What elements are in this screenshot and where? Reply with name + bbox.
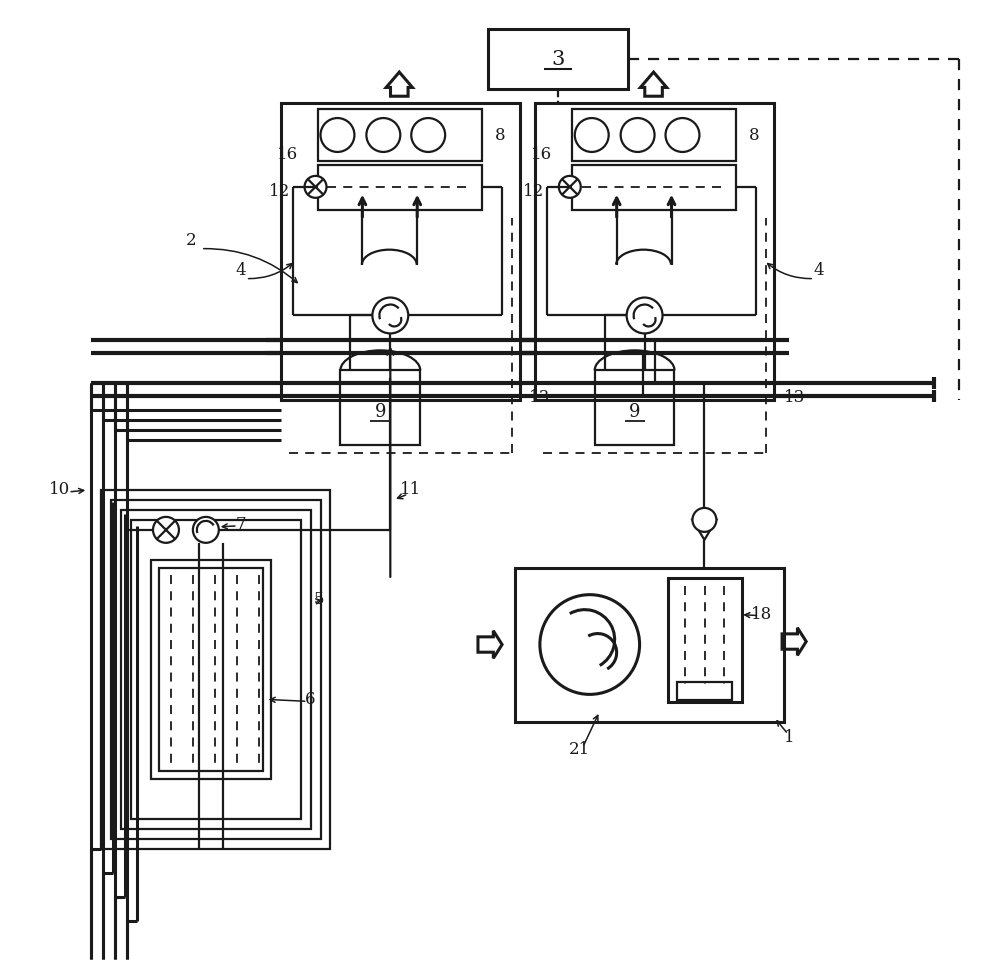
Bar bbox=[121, 510, 311, 829]
Text: 4: 4 bbox=[235, 262, 246, 280]
Bar bbox=[159, 568, 263, 771]
Ellipse shape bbox=[366, 118, 400, 152]
Bar bbox=[595, 370, 674, 445]
Text: 13: 13 bbox=[529, 388, 551, 406]
Bar bbox=[151, 560, 271, 779]
Text: 16: 16 bbox=[277, 147, 298, 164]
Bar bbox=[668, 577, 742, 703]
Circle shape bbox=[627, 298, 663, 334]
Bar bbox=[318, 165, 482, 210]
Text: 11: 11 bbox=[400, 481, 421, 498]
Text: 4: 4 bbox=[814, 262, 824, 280]
Ellipse shape bbox=[621, 118, 655, 152]
Bar bbox=[101, 490, 330, 849]
Bar bbox=[515, 568, 784, 722]
Bar bbox=[281, 103, 520, 400]
Text: 5: 5 bbox=[313, 591, 324, 608]
Text: 1: 1 bbox=[784, 729, 794, 746]
Text: 7: 7 bbox=[235, 517, 246, 533]
Text: 13: 13 bbox=[784, 388, 805, 406]
Text: 9: 9 bbox=[629, 403, 640, 421]
Text: 16: 16 bbox=[531, 147, 552, 164]
Ellipse shape bbox=[575, 118, 609, 152]
Text: 2: 2 bbox=[186, 232, 196, 250]
Bar bbox=[131, 520, 301, 819]
Text: 9: 9 bbox=[375, 403, 386, 421]
Bar bbox=[572, 165, 736, 210]
Text: 21: 21 bbox=[569, 740, 590, 758]
Ellipse shape bbox=[411, 118, 445, 152]
Text: 8: 8 bbox=[495, 126, 505, 144]
Text: 3: 3 bbox=[551, 50, 565, 68]
Bar bbox=[111, 500, 321, 839]
Text: 10: 10 bbox=[49, 481, 70, 498]
Ellipse shape bbox=[666, 118, 699, 152]
Text: 12: 12 bbox=[523, 183, 545, 201]
Bar bbox=[488, 29, 628, 89]
Circle shape bbox=[372, 298, 408, 334]
Circle shape bbox=[305, 175, 327, 198]
Text: 12: 12 bbox=[269, 183, 290, 201]
Circle shape bbox=[193, 517, 219, 543]
Bar bbox=[340, 370, 420, 445]
Bar bbox=[677, 683, 732, 701]
Ellipse shape bbox=[321, 118, 354, 152]
Bar bbox=[572, 109, 736, 161]
Bar bbox=[535, 103, 774, 400]
Circle shape bbox=[540, 595, 640, 694]
Circle shape bbox=[153, 517, 179, 543]
Circle shape bbox=[559, 175, 581, 198]
Text: 6: 6 bbox=[305, 691, 316, 708]
Text: 8: 8 bbox=[749, 126, 760, 144]
Circle shape bbox=[692, 508, 716, 532]
Bar bbox=[318, 109, 482, 161]
Text: 18: 18 bbox=[751, 606, 772, 623]
